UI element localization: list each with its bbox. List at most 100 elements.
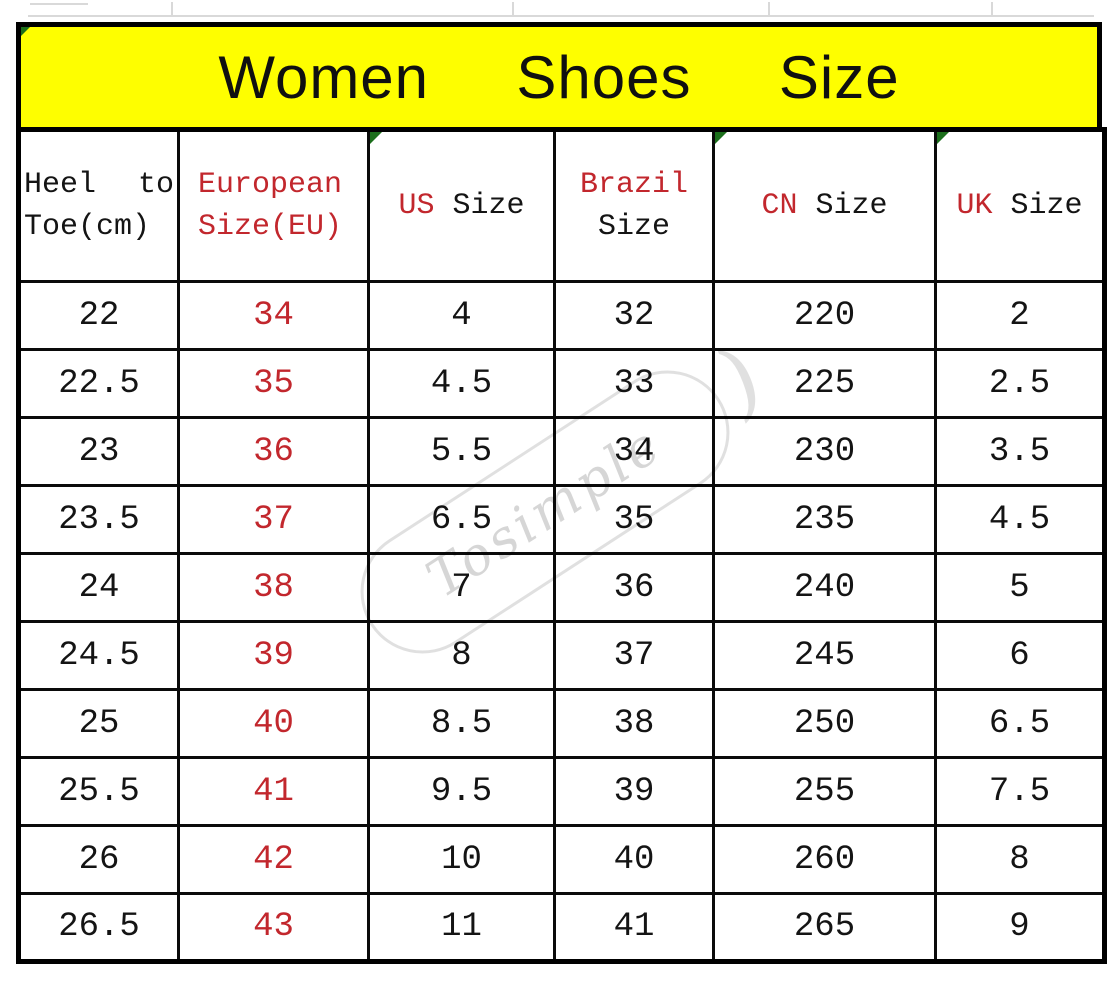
table-cell: 9 [934,892,1106,963]
table-row: 25 40 8.5 38 250 6.5 [17,688,1106,759]
header-line: Toe(cm) [24,210,151,244]
table-cell: 35 [177,348,370,419]
table-cell: 23.5 [17,484,180,555]
sheet-gridline [768,2,770,16]
table-cell: 230 [712,416,937,487]
table-cell: 43 [177,892,370,963]
cell-error-marker-icon [937,132,949,144]
table-cell: 34 [553,416,715,487]
header-rest: Size [434,189,525,223]
table-cell: 5 [934,552,1106,623]
header-accent: CN [761,189,798,223]
table-cell: 225 [712,348,937,419]
table-cell: 26.5 [17,892,180,963]
size-table: Heel to Toe(cm) European Size(EU) US Siz… [16,127,1107,964]
table-cell: 250 [712,688,937,759]
table-cell: 35 [553,484,715,555]
title-banner: Women Shoes Size [16,22,1102,132]
table-cell: 5.5 [367,416,556,487]
table-row: 26.5 43 11 41 265 9 [17,892,1106,963]
sheet-gridline [991,2,993,16]
sheet-gridline [512,2,514,16]
table-cell: 11 [367,892,556,963]
table-cell: 32 [553,280,715,351]
table-cell: 4.5 [934,484,1106,555]
header-line: European [198,168,343,202]
table-cell: 24.5 [17,620,180,691]
table-cell: 37 [177,484,370,555]
table-cell: 220 [712,280,937,351]
table-cell: 8 [367,620,556,691]
table-cell: 4 [367,280,556,351]
table-cell: 8.5 [367,688,556,759]
header-accent: US [398,189,435,223]
header-line: Size(EU) [198,210,343,244]
header-word: to [137,168,174,202]
header-row: Heel to Toe(cm) European Size(EU) US Siz… [17,128,1106,283]
table-cell: 6.5 [934,688,1106,759]
column-header-european-size: European Size(EU) [177,128,370,283]
table-cell: 33 [553,348,715,419]
column-header-brazil-size: Brazil Size [553,128,715,283]
table-cell: 4.5 [367,348,556,419]
table-row: 23 36 5.5 34 230 3.5 [17,416,1106,487]
table-cell: 36 [553,552,715,623]
table-cell: 37 [553,620,715,691]
table-cell: 235 [712,484,937,555]
cell-error-marker-icon [370,132,382,144]
table-cell: 260 [712,824,937,895]
table-cell: 38 [553,688,715,759]
table-cell: 23 [17,416,180,487]
table-cell: 22.5 [17,348,180,419]
table-cell: 42 [177,824,370,895]
table-cell: 9.5 [367,756,556,827]
sheet-gridline [171,2,173,16]
header-rest: Size [992,189,1083,223]
table-cell: 2 [934,280,1106,351]
table-cell: 265 [712,892,937,963]
table-cell: 7 [367,552,556,623]
table-cell: 2.5 [934,348,1106,419]
header-word: Heel [24,168,97,202]
table-cell: 39 [553,756,715,827]
table-cell: 22 [17,280,180,351]
column-header-cn-size: CN Size [712,128,937,283]
table-row: 24.5 39 8 37 245 6 [17,620,1106,691]
header-rest: Size [797,189,888,223]
table-cell: 10 [367,824,556,895]
cell-error-marker-icon [715,132,727,144]
table-cell: 25 [17,688,180,759]
column-header-uk-size: UK Size [934,128,1106,283]
table-row: 25.5 41 9.5 39 255 7.5 [17,756,1106,827]
header-rest: Size [597,210,670,244]
table-cell: 34 [177,280,370,351]
column-header-heel-to-toe: Heel to Toe(cm) [17,128,180,283]
table-cell: 41 [177,756,370,827]
table-cell: 26 [17,824,180,895]
table-cell: 39 [177,620,370,691]
cell-error-marker-icon [21,27,30,36]
table-cell: 3.5 [934,416,1106,487]
column-header-us-size: US Size [367,128,556,283]
sheet-gridline [30,3,88,5]
table-cell: 245 [712,620,937,691]
table-cell: 6 [934,620,1106,691]
table-row: 22 34 4 32 220 2 [17,280,1106,351]
table-row: 26 42 10 40 260 8 [17,824,1106,895]
table-cell: 41 [553,892,715,963]
table-cell: 38 [177,552,370,623]
page-title: Women Shoes Size [218,43,900,111]
header-accent: Brazil [579,168,689,202]
table-row: 22.5 35 4.5 33 225 2.5 [17,348,1106,419]
table-cell: 25.5 [17,756,180,827]
table-cell: 240 [712,552,937,623]
table-cell: 24 [17,552,180,623]
table-cell: 40 [177,688,370,759]
header-accent: UK [956,189,993,223]
sheet-gridline [28,15,1094,17]
table-cell: 255 [712,756,937,827]
table-cell: 36 [177,416,370,487]
table-cell: 8 [934,824,1106,895]
table-cell: 6.5 [367,484,556,555]
table-cell: 40 [553,824,715,895]
